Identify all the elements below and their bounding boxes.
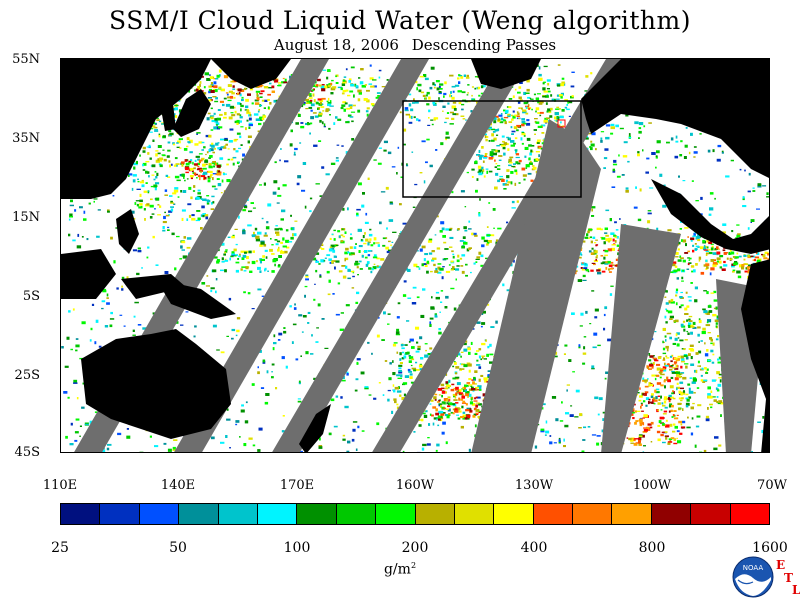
colorbar-label-800: 800 xyxy=(638,540,666,556)
lon-label-170e: 170E xyxy=(279,478,315,493)
landmass xyxy=(173,89,211,137)
colorbar-swatch xyxy=(257,504,298,524)
landmass xyxy=(121,274,186,299)
colorbar-label-100: 100 xyxy=(283,540,311,556)
lat-label-55n: 55N xyxy=(12,52,40,67)
lat-label-15n: 15N xyxy=(12,210,40,225)
colorbar-label-200: 200 xyxy=(401,540,429,556)
map-canvas xyxy=(61,59,769,452)
colorbar-swatch xyxy=(612,504,652,524)
colorbar-units: g/m2 xyxy=(384,561,416,578)
lat-label-45s: 45S xyxy=(14,445,40,460)
colorbar-label-400: 400 xyxy=(520,540,548,556)
missing-data-swath xyxy=(174,59,429,452)
lon-label-70w: 70W xyxy=(757,478,787,493)
region-box xyxy=(402,100,582,198)
lon-label-160w: 160W xyxy=(395,478,435,493)
noaa-logo: NOAA xyxy=(732,556,774,598)
colorbar-swatch xyxy=(494,504,534,524)
missing-data-swath xyxy=(471,119,601,452)
landmass xyxy=(61,59,211,199)
missing-data-swath xyxy=(601,224,681,452)
etl-letter-l: L xyxy=(792,583,800,597)
landmass xyxy=(299,404,331,452)
landmass xyxy=(156,279,236,319)
units-text: g/m xyxy=(383,561,411,578)
colorbar-swatch xyxy=(454,504,495,524)
map-title: SSM/I Cloud Liquid Water (Weng algorithm… xyxy=(109,6,691,35)
lon-label-140e: 140E xyxy=(160,478,196,493)
missing-data-swath xyxy=(272,59,529,452)
colorbar-swatch xyxy=(730,504,770,524)
landmass xyxy=(61,249,116,299)
colorbar-swatch xyxy=(218,504,258,524)
colorbar-swatch xyxy=(573,504,613,524)
land-layer xyxy=(61,59,769,452)
colorbar-label-50: 50 xyxy=(169,540,187,556)
colorbar-swatch xyxy=(61,504,101,524)
lon-label-130w: 130W xyxy=(514,478,554,493)
lon-label-110e: 110E xyxy=(42,478,78,493)
landmass xyxy=(581,59,769,178)
landmass xyxy=(81,329,231,439)
landmass xyxy=(651,179,769,254)
map-subtitle: August 18, 2006 Descending Passes xyxy=(0,36,800,54)
colorbar-swatch xyxy=(139,504,180,524)
colorbar-swatch xyxy=(100,504,140,524)
landmass xyxy=(741,259,769,452)
colorbar-swatch xyxy=(336,504,377,524)
point-marker xyxy=(557,119,566,128)
colorbar-label-1600: 1600 xyxy=(752,540,788,556)
missing-swath-layer xyxy=(74,59,766,452)
landmass xyxy=(471,59,541,89)
cloud-liquid-water-map xyxy=(60,58,770,453)
colorbar-swatch xyxy=(297,504,337,524)
etl-letter-e: E xyxy=(776,558,786,572)
colorbar-swatch xyxy=(376,504,416,524)
subtitle-passes: Descending Passes xyxy=(411,36,557,54)
landmass xyxy=(116,209,139,254)
landmass xyxy=(161,104,176,131)
lat-label-25s: 25S xyxy=(14,368,40,383)
colorbar xyxy=(60,503,770,525)
colorbar-swatch xyxy=(691,504,731,524)
colorbar-swatch xyxy=(179,504,219,524)
subtitle-date: August 18, 2006 xyxy=(273,36,399,54)
colorbar-label-25: 25 xyxy=(51,540,69,556)
lon-label-100w: 100W xyxy=(632,478,672,493)
colorbar-swatch xyxy=(533,504,574,524)
etl-letter-t: T xyxy=(784,571,793,585)
colorbar-swatch xyxy=(415,504,455,524)
lat-label-35n: 35N xyxy=(12,131,40,146)
lat-label-5s: 5S xyxy=(22,289,40,304)
colorbar-swatch xyxy=(651,504,692,524)
landmass xyxy=(211,59,291,89)
units-superscript: 2 xyxy=(410,561,417,570)
noaa-logo-text: NOAA xyxy=(743,564,764,572)
